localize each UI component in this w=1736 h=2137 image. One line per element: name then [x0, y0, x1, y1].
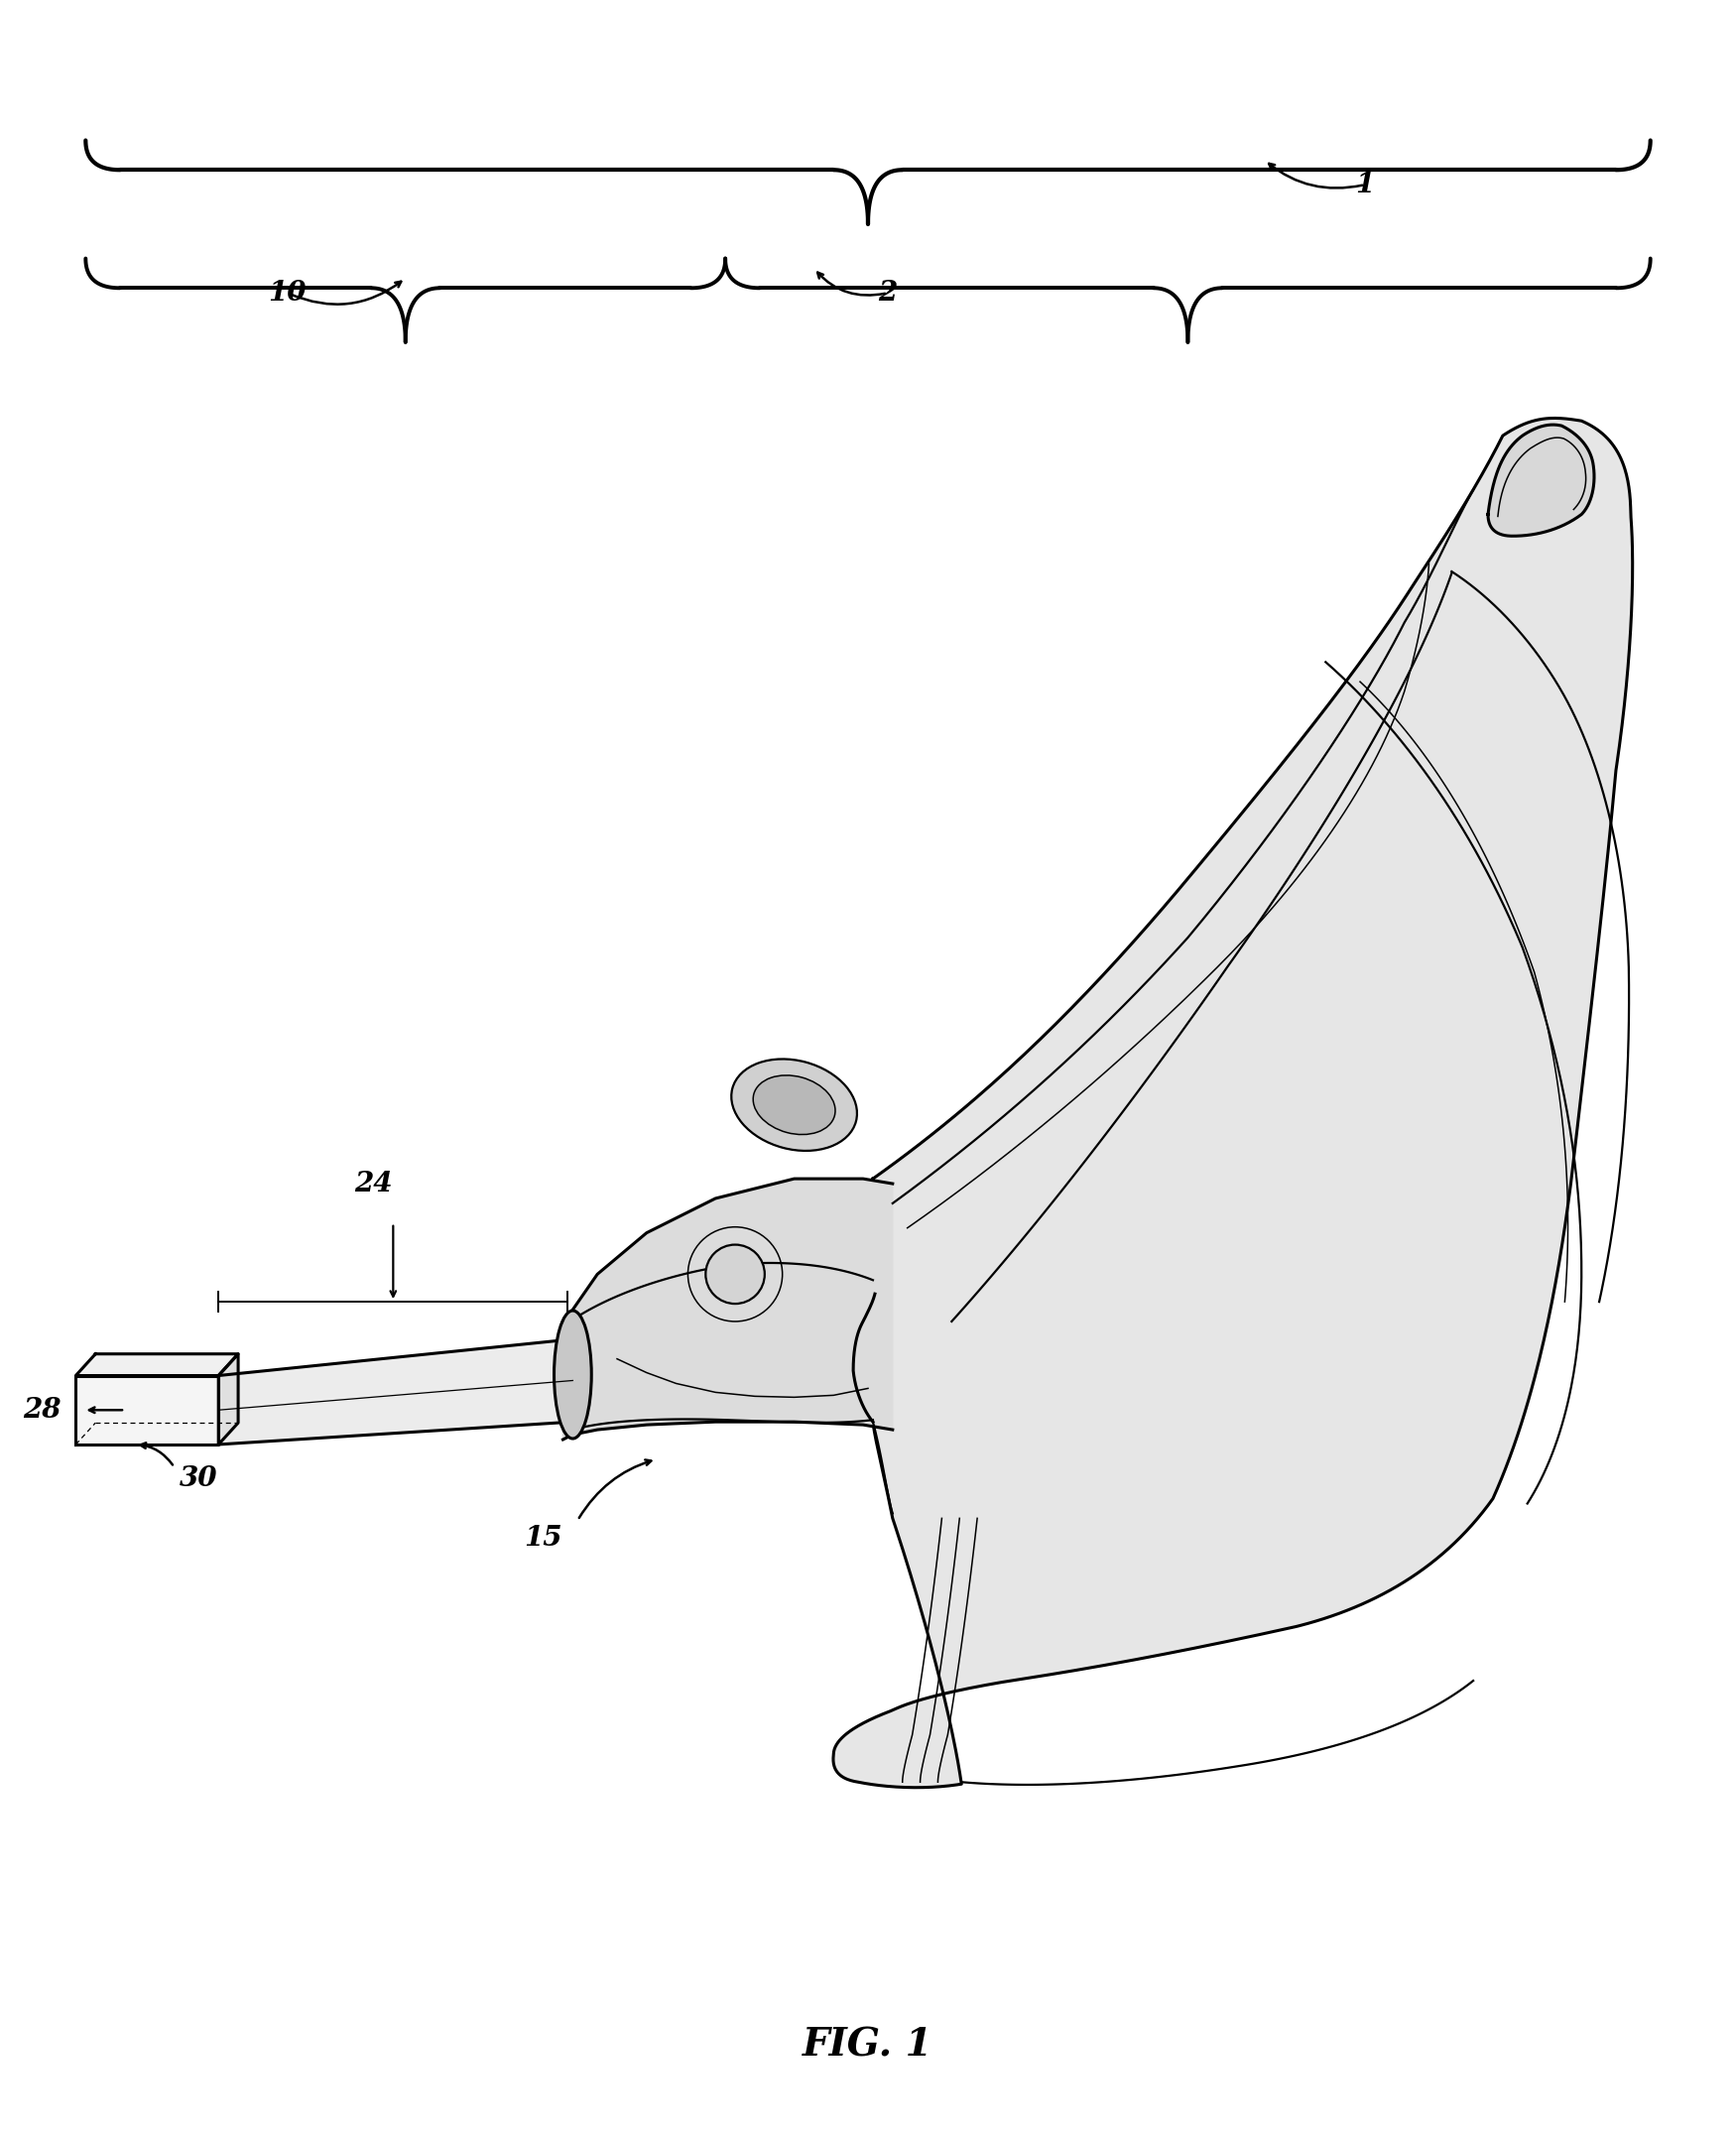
Polygon shape: [1488, 425, 1594, 536]
Text: 15: 15: [524, 1524, 562, 1551]
Text: 2: 2: [878, 280, 898, 306]
Text: 10: 10: [269, 280, 307, 306]
Circle shape: [705, 1244, 764, 1304]
Text: 1: 1: [1356, 171, 1375, 199]
Ellipse shape: [753, 1075, 835, 1135]
Ellipse shape: [554, 1310, 592, 1438]
Text: 28: 28: [23, 1398, 61, 1423]
Text: 30: 30: [181, 1466, 219, 1492]
Polygon shape: [219, 1355, 238, 1445]
Ellipse shape: [731, 1060, 858, 1152]
Polygon shape: [76, 1376, 219, 1445]
Polygon shape: [219, 1340, 573, 1445]
Polygon shape: [562, 1180, 892, 1440]
Text: FIG. 1: FIG. 1: [802, 2026, 934, 2064]
Polygon shape: [833, 419, 1632, 1787]
Text: 24: 24: [354, 1171, 392, 1197]
Polygon shape: [76, 1355, 238, 1376]
